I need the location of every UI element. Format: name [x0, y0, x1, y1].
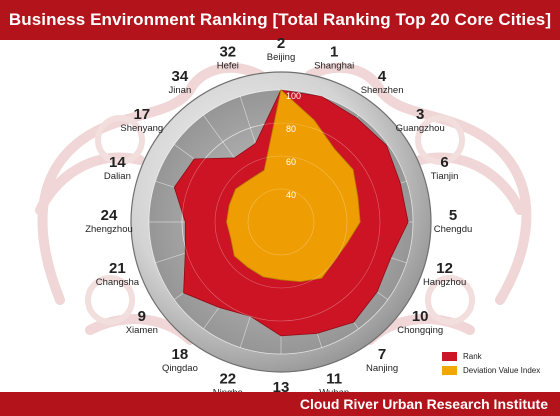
- city-rank: 10: [412, 308, 429, 325]
- tick-label: 100: [286, 91, 301, 101]
- city-rank: 5: [449, 207, 457, 224]
- city-name: Guangzhou: [396, 123, 445, 134]
- radar-tick-labels: 40 60 80 100: [286, 91, 301, 200]
- tick-label: 40: [286, 190, 296, 200]
- legend: Rank Deviation Value Index: [442, 349, 540, 377]
- city-rank: 18: [172, 346, 189, 363]
- radar-series: [148, 89, 414, 355]
- city-rank: 1: [330, 43, 338, 60]
- city-rank: 14: [109, 154, 126, 171]
- tick-label: 80: [286, 124, 296, 134]
- city-name: Zhengzhou: [85, 224, 133, 235]
- city-name: Hefei: [217, 60, 239, 71]
- city-name: Tianjin: [431, 171, 459, 182]
- city-rank: 32: [219, 43, 236, 60]
- legend-item-rank: Rank: [442, 349, 540, 363]
- grid-ring-overlay: [148, 89, 414, 355]
- city-rank: 4: [378, 68, 387, 85]
- legend-label-deviation: Deviation Value Index: [463, 365, 541, 375]
- cloud-swirl: [415, 115, 465, 165]
- page-title: Business Environment Ranking [Total Rank…: [0, 0, 560, 40]
- dragon-stroke: [415, 152, 525, 215]
- city-rank: 11: [326, 371, 342, 388]
- city-rank: 3: [416, 106, 424, 123]
- city-name: Jinan: [169, 85, 192, 96]
- city-rank: 12: [436, 260, 453, 277]
- city-rank: 7: [378, 346, 386, 363]
- city-rank: 9: [138, 308, 146, 325]
- city-rank: 2: [277, 35, 285, 52]
- legend-label-rank: Rank: [463, 351, 482, 361]
- city-name: Qingdao: [162, 363, 198, 374]
- legend-item-deviation: Deviation Value Index: [442, 363, 540, 377]
- dragon-decoration: [35, 62, 532, 345]
- city-name: Dalian: [104, 171, 131, 182]
- cloud-swirl: [95, 115, 145, 165]
- legend-swatch-deviation: [442, 365, 457, 375]
- cloud-swirl: [85, 275, 135, 325]
- tick-label: 60: [286, 157, 296, 167]
- city-rank: 22: [219, 371, 236, 388]
- source-credit: Cloud River Urban Research Institute: [0, 392, 560, 416]
- city-rank: 21: [109, 260, 126, 277]
- city-name: Shanghai: [314, 60, 354, 71]
- dragon-stroke: [37, 62, 265, 305]
- city-name: Chengdu: [434, 224, 473, 235]
- grid-ring-overlay: [214, 155, 348, 289]
- grid-ring-overlay: [247, 188, 315, 256]
- city-name: Beijing: [267, 52, 296, 63]
- series-deviation-area: [226, 89, 361, 283]
- city-rank: 24: [101, 207, 118, 224]
- city-name: Chongqing: [397, 325, 443, 336]
- grid-ring-overlay: [181, 122, 381, 322]
- city-name: Shenyang: [120, 123, 163, 134]
- city-name: Changsha: [96, 277, 140, 288]
- city-name: Hangzhou: [423, 277, 466, 288]
- city-rank: 6: [440, 154, 448, 171]
- city-name: Shenzhen: [361, 85, 404, 96]
- legend-swatch-rank: [442, 351, 457, 361]
- cloud-swirl: [425, 275, 475, 325]
- city-name: Nanjing: [366, 363, 398, 374]
- city-name: Xiamen: [126, 325, 158, 336]
- city-rank: 17: [133, 106, 150, 123]
- city-rank: 13: [273, 379, 290, 396]
- city-rank: 34: [172, 68, 189, 85]
